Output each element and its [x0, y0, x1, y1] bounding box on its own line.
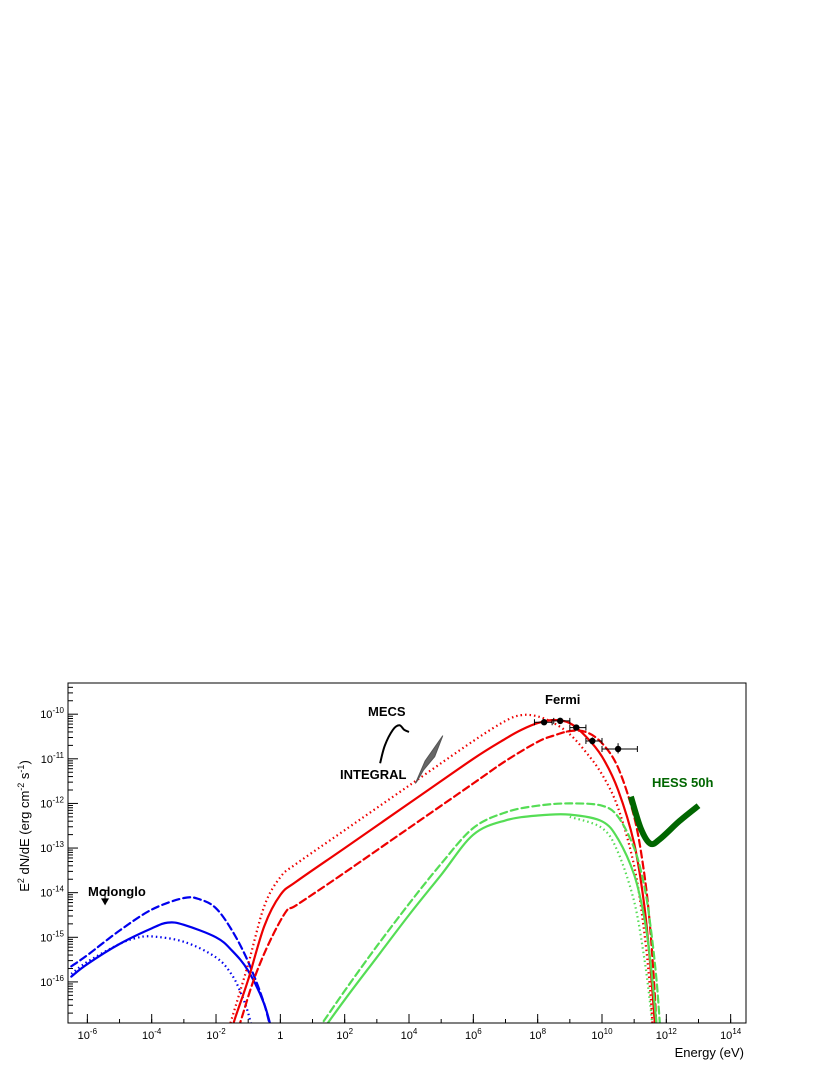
- molonglo-arrow-icon: [101, 898, 110, 906]
- y-axis: 10-16 10-15 10-14 10-13 10-12 10-11 10-10: [40, 682, 78, 1014]
- fermi-point: [573, 724, 580, 731]
- series-layer: [70, 713, 701, 1023]
- x-tick-label: 10-2: [206, 1027, 226, 1042]
- marker-layer: [101, 717, 638, 906]
- fermi-point: [556, 717, 564, 725]
- y-tick-label: 10-11: [41, 751, 65, 766]
- y-tick-label: 10-16: [40, 974, 64, 989]
- integral-bowtie: [414, 735, 444, 784]
- sync-dotted-curve: [70, 935, 252, 1023]
- y-axis-title: E2 dN/dE (erg cm-2 s-1): [16, 760, 32, 892]
- mecs-spectrum: [379, 724, 410, 764]
- x-tick-label: 1012: [656, 1027, 678, 1042]
- x-axis: 10-6 10-4 10-2 1 102 104 106 108 1010 1012 1014: [78, 1014, 742, 1042]
- y-tick-label: 10-10: [40, 706, 64, 721]
- fermi-point: [540, 719, 548, 726]
- ic-dotted-curve: [229, 713, 654, 1023]
- y-tick-label: 10-13: [40, 840, 64, 855]
- x-tick-label: 1: [277, 1030, 283, 1042]
- x-axis-title: Energy (eV): [675, 1045, 744, 1060]
- y-tick-label: 10-14: [40, 885, 64, 900]
- y-tick-label: 10-15: [40, 929, 64, 944]
- x-tick-label: 102: [336, 1027, 353, 1042]
- ic-dashed-curve: [238, 729, 658, 1023]
- fermi-point: [614, 745, 622, 753]
- molonglo-label: Molonglo: [88, 884, 146, 899]
- x-tick-label: 10-4: [142, 1027, 162, 1042]
- y-tick-label: 10-12: [40, 795, 64, 810]
- x-tick-label: 108: [529, 1027, 546, 1042]
- sync-solid-curve: [70, 921, 272, 1023]
- x-tick-label: 106: [465, 1027, 482, 1042]
- mecs-label: MECS: [368, 704, 406, 719]
- fermi-label: Fermi: [545, 692, 580, 707]
- hess-label: HESS 50h: [652, 775, 713, 790]
- ic-solid-curve: [232, 718, 656, 1023]
- x-tick-label: 1014: [720, 1027, 742, 1042]
- x-tick-label: 1010: [591, 1027, 613, 1042]
- x-tick-label: 10-6: [78, 1027, 98, 1042]
- fermi-point: [589, 737, 596, 745]
- x-tick-label: 104: [401, 1027, 418, 1042]
- ic2-solid-curve: [326, 813, 658, 1023]
- hess-sensitivity-curve: [628, 795, 701, 848]
- integral-label: INTEGRAL: [340, 767, 407, 782]
- plot-frame: [67, 682, 747, 1024]
- ic2-dashed-curve: [321, 802, 661, 1023]
